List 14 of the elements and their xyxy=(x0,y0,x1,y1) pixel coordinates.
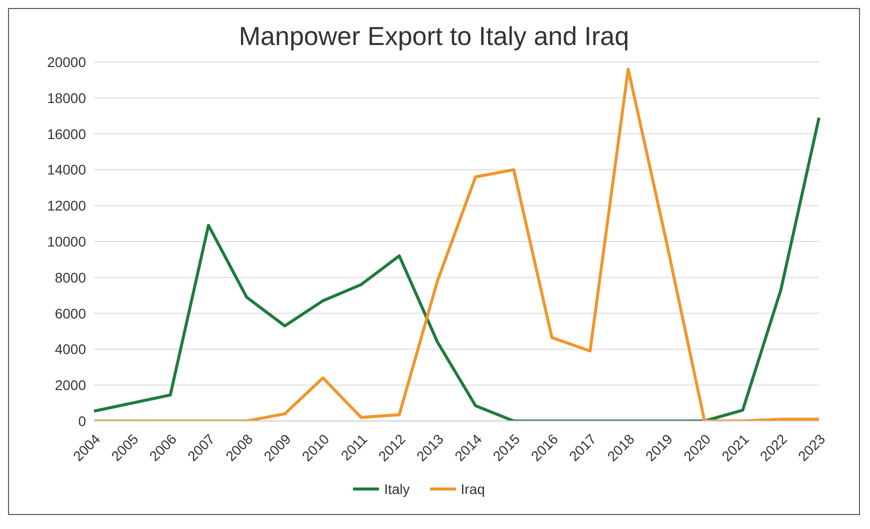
y-tick-label: 8000 xyxy=(54,269,86,286)
legend-label: Italy xyxy=(384,481,410,497)
y-tick-label: 0 xyxy=(78,412,86,429)
y-tick-label: 16000 xyxy=(47,126,86,142)
chart-title: Manpower Export to Italy and Iraq xyxy=(238,21,630,52)
y-tick-label: 2000 xyxy=(54,377,86,394)
legend-label: Iraq xyxy=(460,481,485,497)
y-tick-label: 14000 xyxy=(47,162,86,178)
y-tick-label: 4000 xyxy=(54,341,86,358)
y-tick-label: 6000 xyxy=(54,305,86,322)
y-tick-label: 12000 xyxy=(47,198,86,214)
y-tick-label: 20000 xyxy=(47,54,86,70)
y-tick-label: 18000 xyxy=(47,90,86,106)
y-tick-label: 10000 xyxy=(47,233,86,250)
